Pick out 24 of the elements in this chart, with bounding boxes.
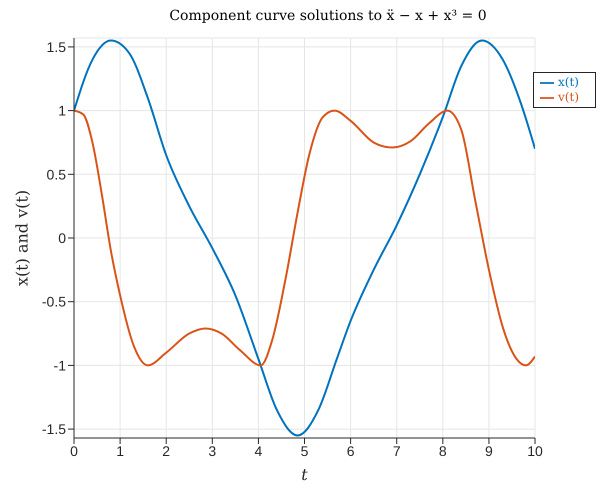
legend-label: x(t) [558,75,579,89]
line-series [74,110,536,366]
x-tick-label: 6 [346,442,355,459]
x-tick-label: 4 [254,442,263,459]
x-tick-label: 7 [392,442,401,459]
chart-title: Component curve solutions to ẍ − x + x³ = 0 [168,8,488,26]
y-tick-label: 0.5 [46,166,66,182]
x-tick-label: 8 [438,442,447,459]
x-tick-label: 1 [116,442,124,459]
x-axis-title: t [301,465,308,484]
x-tick-label: 5 [300,442,309,459]
x-tick-label: 0 [70,442,78,459]
y-tick-label: -0.5 [42,294,66,310]
x-tick-label: 10 [527,442,544,459]
x-tick-label: 2 [162,442,170,459]
y-tick-label: 1 [58,102,66,119]
y-axis-title: x(t) and v(t) [12,190,32,286]
legend-label: v(t) [558,90,579,104]
y-tick-label: 0 [58,230,66,246]
y-tick-label: -1.5 [42,421,66,438]
x-tick-label: 3 [208,442,216,459]
y-tick-label: -1 [54,357,66,374]
x-tick-label: 9 [485,442,494,459]
y-tick-label: 1.5 [46,38,66,55]
